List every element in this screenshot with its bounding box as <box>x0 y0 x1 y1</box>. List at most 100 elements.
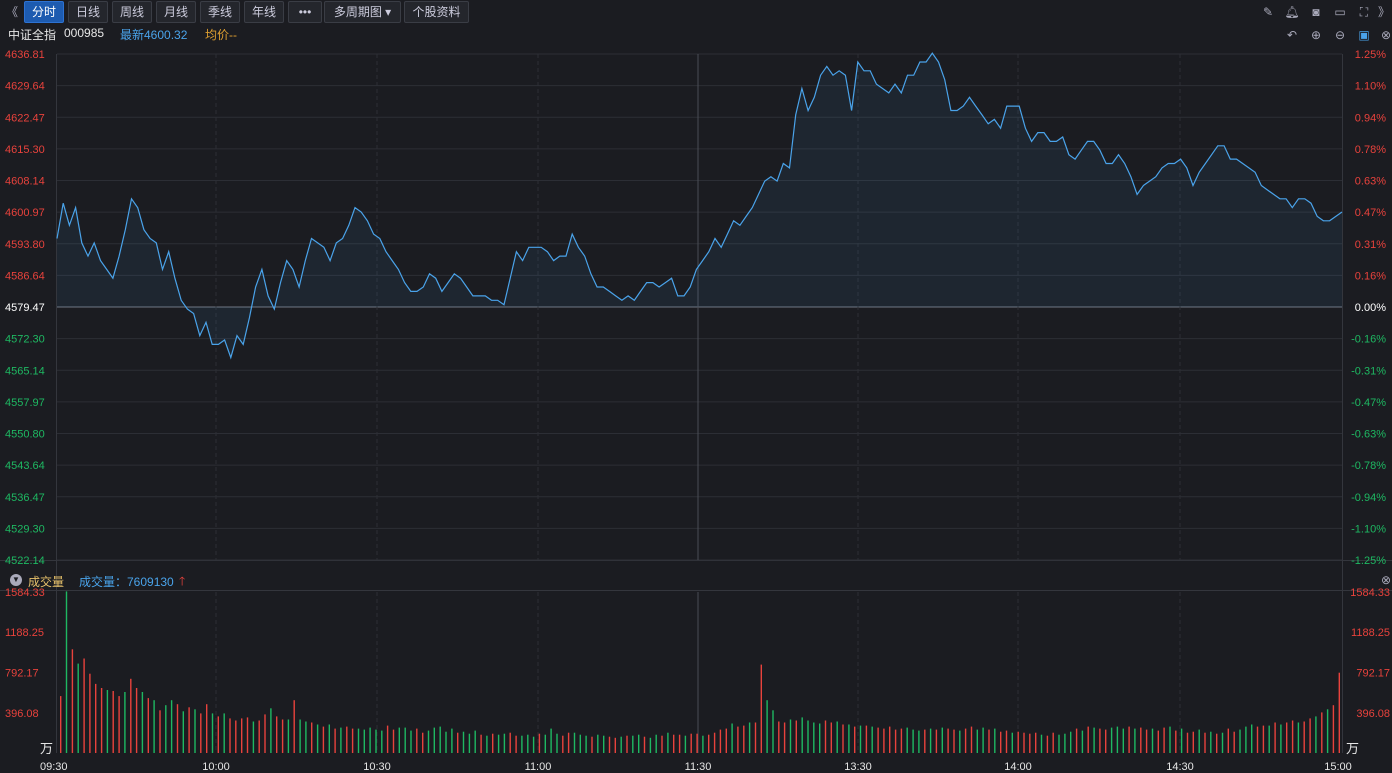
undo-icon[interactable]: ↶ <box>1286 28 1298 42</box>
y-tick-left: 4629.64 <box>5 81 45 93</box>
volume-bars <box>60 591 1340 753</box>
volume-bar <box>1221 732 1224 753</box>
volume-bar <box>964 728 967 753</box>
volume-readout: 成交量：7609130 <box>79 575 174 589</box>
volume-bar <box>480 734 482 753</box>
volume-bar <box>824 720 827 753</box>
volume-bar <box>1239 729 1241 753</box>
volume-bar <box>597 734 599 753</box>
volume-bar <box>1338 672 1340 753</box>
price-area <box>57 53 1342 358</box>
y-tick-left: 4529.30 <box>5 523 45 535</box>
volume-bar <box>515 735 517 753</box>
y-tick-right: 0.31% <box>1355 239 1386 251</box>
volume-bar <box>1023 732 1025 753</box>
y-tick-right: 0.47% <box>1355 207 1386 219</box>
volume-bar <box>1075 728 1078 753</box>
period-tab-8[interactable]: 个股资料 <box>404 1 469 23</box>
collapse-left-icon[interactable]: 《 <box>5 5 18 19</box>
y-tick-right: -0.94% <box>1351 492 1386 504</box>
volume-bar <box>509 732 511 753</box>
chart-settings-icon[interactable]: ▣ <box>1358 28 1370 42</box>
y-tick-left: 4586.64 <box>5 270 45 282</box>
volume-bar <box>135 688 138 753</box>
y-tick-left: 4565.14 <box>5 365 45 377</box>
volume-bar <box>305 721 307 753</box>
volume-bar <box>322 726 325 753</box>
period-tab-2[interactable]: 周线 <box>112 1 152 23</box>
y-tick-left: 4579.47 <box>5 302 45 314</box>
period-tab-5[interactable]: 年线 <box>244 1 284 23</box>
volume-bar <box>1268 725 1270 753</box>
x-tick-label: 14:30 <box>1166 761 1194 773</box>
y-tick-right: -0.16% <box>1351 334 1386 346</box>
volume-bar <box>188 707 190 753</box>
collapse-volume-icon[interactable]: ▼ <box>10 574 22 586</box>
volume-bar <box>918 730 920 753</box>
volume-bar <box>959 730 961 753</box>
volume-bar <box>170 700 173 753</box>
zoom-in-icon[interactable]: ⊕ <box>1310 28 1322 42</box>
volume-bar <box>176 704 179 753</box>
volume-bar <box>1326 709 1329 753</box>
latest-price: 最新4600.32 <box>120 28 188 42</box>
period-tab-0[interactable]: 分时 <box>24 1 64 23</box>
volume-bar <box>369 727 371 753</box>
volume-bar <box>603 735 605 753</box>
volume-bar <box>649 737 652 753</box>
volume-bar <box>877 727 879 753</box>
volume-bar <box>1169 726 1171 753</box>
volume-bar <box>1122 728 1124 753</box>
y-tick-left: 4636.81 <box>5 49 45 61</box>
period-tab-1[interactable]: 日线 <box>68 1 108 23</box>
camera-icon[interactable]: ◙ <box>1312 5 1320 19</box>
monitor-icon[interactable]: ▭ <box>1334 5 1346 19</box>
volume-bar <box>141 692 144 753</box>
close-volume-icon[interactable]: ⊗ <box>1380 573 1392 587</box>
volume-bar <box>1233 731 1235 753</box>
volume-bar <box>871 726 873 753</box>
index-name: 中证全指 <box>8 28 57 42</box>
volume-bar <box>643 736 646 753</box>
bell-icon[interactable]: 🔔︎ <box>1284 5 1300 19</box>
volume-bar <box>1175 730 1177 753</box>
zoom-out-icon[interactable]: ⊖ <box>1334 28 1346 42</box>
close-icon[interactable]: ⊗ <box>1380 28 1392 42</box>
volume-bar <box>1011 732 1013 753</box>
volume-bar <box>264 714 266 753</box>
y-tick-left: 4615.30 <box>5 144 45 156</box>
fullscreen-icon[interactable]: ⛶ <box>1359 5 1369 19</box>
volume-bar <box>725 728 727 753</box>
volume-bar <box>947 728 949 753</box>
y-tick-left: 4572.30 <box>5 334 45 346</box>
volume-bar <box>1280 724 1282 753</box>
collapse-right-icon[interactable]: 》 <box>1377 5 1390 19</box>
volume-bar <box>713 732 716 753</box>
volume-bar <box>1116 726 1119 753</box>
volume-bar <box>783 722 786 753</box>
volume-bar <box>894 729 897 753</box>
volume-bar <box>363 729 365 753</box>
volume-bar <box>1204 732 1206 753</box>
period-tab-3[interactable]: 月线 <box>156 1 196 23</box>
volume-bar <box>819 723 821 753</box>
volume-bar <box>241 718 243 753</box>
y-tick-left: 4557.97 <box>5 397 45 409</box>
volume-bar <box>626 735 628 753</box>
volume-bar <box>474 730 476 753</box>
pencil-icon[interactable]: ✎ <box>1262 5 1274 19</box>
volume-bar <box>579 734 581 753</box>
volume-bar <box>223 713 225 753</box>
volume-bar <box>1151 728 1154 753</box>
y-tick-left: 4550.80 <box>5 429 45 441</box>
y-tick-right: -0.47% <box>1351 397 1386 409</box>
period-tab-7[interactable]: 多周期图 ▾ <box>324 1 401 23</box>
period-tab-6[interactable]: ••• <box>288 1 322 23</box>
volume-bar <box>929 728 932 753</box>
volume-bar <box>801 717 803 753</box>
period-tab-4[interactable]: 季线 <box>200 1 240 23</box>
grid <box>0 53 1392 753</box>
volume-bar <box>1216 733 1218 753</box>
volume-bar <box>100 688 103 753</box>
vol-tick-right: 1188.25 <box>1351 627 1390 639</box>
